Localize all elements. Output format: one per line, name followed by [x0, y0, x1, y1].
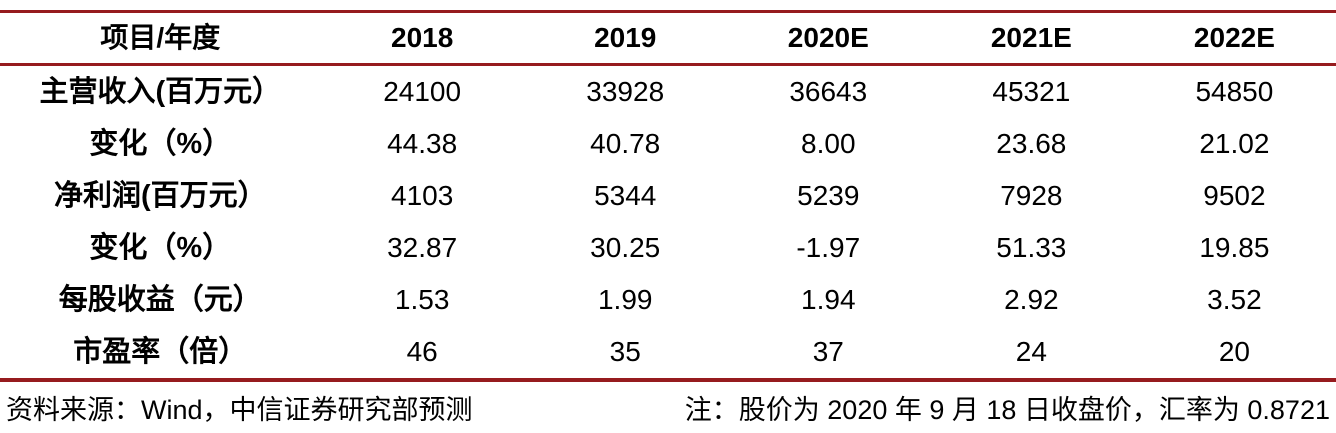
- table-cell: 2.92: [1004, 284, 1059, 315]
- table-cell: 35: [609, 336, 641, 367]
- header-cell-2018: 2018: [391, 22, 454, 53]
- table-row-eps: 每股收益（元） 1.53 1.99 1.94 2.92 3.52: [0, 274, 1336, 326]
- table-cell: -1.97: [796, 232, 861, 263]
- row-label: 每股收益（元）: [58, 283, 262, 316]
- header-cell-2021e: 2021E: [990, 22, 1072, 53]
- table-cell: 21.02: [1199, 128, 1270, 159]
- header-cell-item-year: 项目/年度: [100, 22, 221, 53]
- table-header-row: 项目/年度 2018 2019 2020E 2021E 2022E: [0, 13, 1336, 63]
- table-cell: 1.94: [801, 284, 856, 315]
- table-cell: 40.78: [590, 128, 661, 159]
- table-cell: 8.00: [801, 128, 856, 159]
- table-row-pe-ratio: 市盈率（倍） 46 35 37 24 20: [0, 326, 1336, 378]
- header-cell-2019: 2019: [594, 22, 657, 53]
- row-label: 净利润(百万元）: [53, 179, 267, 212]
- table-cell: 20: [1218, 336, 1250, 367]
- table-cell: 54850: [1195, 76, 1274, 107]
- table-row-revenue: 主营收入(百万元） 24100 33928 36643 45321 54850: [0, 66, 1336, 118]
- note-text: 注：股价为 2020 年 9 月 18 日收盘价，汇率为 0.8721: [684, 395, 1330, 425]
- table-cell: 44.38: [387, 128, 458, 159]
- table-cell: 7928: [1000, 180, 1063, 211]
- source-text: 资料来源：Wind，中信证券研究部预测: [6, 395, 473, 425]
- row-label: 变化（%）: [89, 127, 232, 160]
- table-cell: 4103: [391, 180, 454, 211]
- table-cell: 30.25: [590, 232, 661, 263]
- table-cell: 46: [406, 336, 438, 367]
- table-row-net-profit: 净利润(百万元） 4103 5344 5239 7928 9502: [0, 170, 1336, 222]
- table-cell: 3.52: [1207, 284, 1262, 315]
- table-cell: 37: [812, 336, 844, 367]
- table-cell: 1.99: [597, 284, 653, 315]
- bottom-rule: [0, 378, 1336, 382]
- table-cell: 1.53: [394, 284, 450, 315]
- table-cell: 19.85: [1199, 232, 1270, 263]
- table-footer: 资料来源：Wind，中信证券研究部预测 注：股价为 2020 年 9 月 18 …: [0, 382, 1336, 433]
- top-spacer: [0, 0, 1336, 10]
- table-row-revenue-change: 变化（%） 44.38 40.78 8.00 23.68 21.02: [0, 118, 1336, 170]
- top-rule: [0, 10, 1336, 13]
- table-cell: 33928: [586, 76, 665, 107]
- header-divider-rule: [0, 63, 1336, 66]
- row-label: 市盈率（倍）: [73, 335, 248, 368]
- table-cell: 24100: [383, 76, 462, 107]
- table-cell: 24: [1015, 336, 1047, 367]
- table-cell: 23.68: [996, 128, 1067, 159]
- table-cell: 9502: [1203, 180, 1266, 211]
- table-cell: 5239: [797, 180, 860, 211]
- table-cell: 45321: [992, 76, 1071, 107]
- table-cell: 51.33: [996, 232, 1067, 263]
- header-cell-2022e: 2022E: [1193, 22, 1275, 53]
- row-label: 变化（%）: [89, 231, 232, 264]
- table-cell: 36643: [789, 76, 868, 107]
- table-cell: 5344: [594, 180, 657, 211]
- header-cell-2020e: 2020E: [787, 22, 869, 53]
- row-label: 主营收入(百万元）: [39, 75, 282, 108]
- table-cell: 32.87: [387, 232, 458, 263]
- table-row-profit-change: 变化（%） 32.87 30.25 -1.97 51.33 19.85: [0, 222, 1336, 274]
